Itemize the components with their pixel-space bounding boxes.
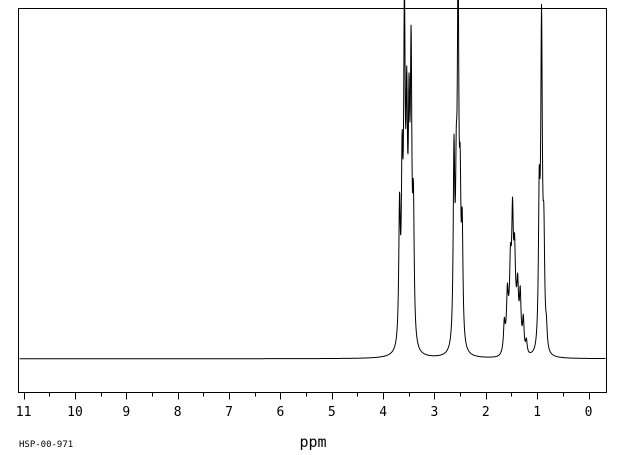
x-tick-label: 1 xyxy=(533,405,541,420)
x-axis-ticks xyxy=(24,392,590,400)
x-tick-label: 7 xyxy=(225,405,233,420)
x-axis-tick-labels: 11 10 9 8 7 6 5 4 3 2 1 0 xyxy=(16,405,593,420)
x-tick-label: 4 xyxy=(379,405,387,420)
x-tick-label: 2 xyxy=(482,405,490,420)
x-tick-label: 11 xyxy=(16,405,32,420)
x-tick-label: 6 xyxy=(276,405,284,420)
x-tick-label: 9 xyxy=(122,405,130,420)
x-axis-label: ppm xyxy=(299,433,326,451)
x-tick-label: 5 xyxy=(328,405,336,420)
x-tick-label: 8 xyxy=(174,405,182,420)
x-tick-label: 3 xyxy=(431,405,439,420)
spectrum-id: HSP-00-971 xyxy=(19,440,73,450)
spectrum-trace xyxy=(19,0,606,360)
x-tick-label: 10 xyxy=(67,405,83,420)
plot-frame xyxy=(18,8,607,393)
x-tick-label: 0 xyxy=(585,405,593,420)
spectrum-trace-layer xyxy=(19,0,606,360)
